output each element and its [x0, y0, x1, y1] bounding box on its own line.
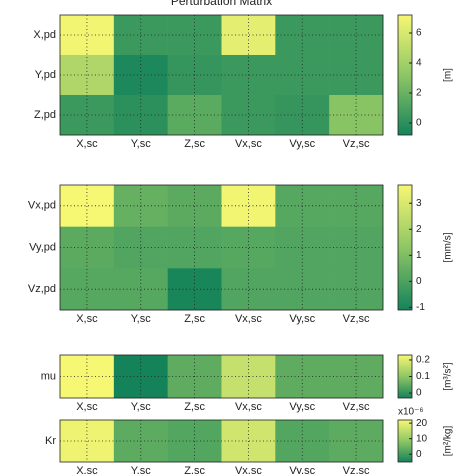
- x-tick-label: Vy,sc: [289, 465, 315, 474]
- y-tick-label: Vz,pd: [28, 283, 56, 295]
- heatmap-cell: [167, 15, 222, 56]
- x-tick-label: Y,sc: [131, 138, 151, 150]
- heatmap-cell: [329, 226, 384, 269]
- heatmap-cell: [60, 268, 115, 311]
- colorbar-tick-label: 2: [416, 224, 422, 235]
- colorbar-exponent: x10⁻⁶: [398, 407, 424, 418]
- x-tick-label: Vy,sc: [289, 313, 315, 325]
- y-tick-label: Vx,pd: [28, 200, 56, 212]
- plot-frame: [59, 354, 384, 399]
- heatmap-cell: [167, 226, 222, 269]
- x-tick-label: Vx,sc: [235, 138, 262, 150]
- y-tick-label: Y,pd: [35, 69, 56, 81]
- heatmap-cell: [329, 268, 384, 311]
- heatmap-cell: [329, 15, 384, 56]
- x-tick-label: Z,sc: [184, 465, 205, 474]
- x-tick-label: Vz,sc: [343, 138, 370, 150]
- y-tick-label: mu: [41, 370, 56, 382]
- x-tick-label: Vy,sc: [289, 138, 315, 150]
- heatmap-cell: [60, 95, 115, 136]
- colorbar-label: [m²/kg]: [443, 426, 454, 457]
- heatmap-cell: [60, 226, 115, 269]
- colorbar: [397, 14, 413, 136]
- heatmap-cell: [167, 185, 222, 227]
- x-tick-label: Vx,sc: [235, 465, 262, 474]
- x-tick-label: Z,sc: [184, 401, 205, 413]
- plot-frame: [59, 184, 384, 311]
- x-tick-label: Vz,sc: [343, 465, 370, 474]
- y-tick-label: Kr: [45, 435, 56, 447]
- colorbar-tick-label: 3: [416, 198, 422, 209]
- chart-title: Perturbation Matrix: [171, 0, 272, 8]
- x-tick-label: Vz,sc: [343, 401, 370, 413]
- colorbar-tick-label: 10: [416, 433, 428, 444]
- x-tick-label: Y,sc: [131, 401, 151, 413]
- heatmap-cell: [167, 95, 222, 136]
- colorbar-tick-label: 2: [416, 88, 422, 99]
- colorbar-tick-label: 6: [416, 28, 422, 39]
- colorbar: [397, 419, 413, 463]
- x-tick-label: Vx,sc: [235, 313, 262, 325]
- x-tick-label: Y,sc: [131, 313, 151, 325]
- x-tick-label: X,sc: [76, 465, 98, 474]
- x-tick-label: X,sc: [76, 138, 98, 150]
- colorbar-tick-label: -1: [416, 302, 425, 313]
- colorbar-tick-label: 20: [416, 418, 428, 429]
- x-tick-label: Y,sc: [131, 465, 151, 474]
- colorbar-tick-label: 0: [416, 388, 422, 399]
- colorbar-label: [m³/s²]: [443, 362, 454, 391]
- heatmap-cell: [60, 15, 115, 56]
- x-tick-label: Z,sc: [184, 313, 205, 325]
- x-tick-label: X,sc: [76, 313, 98, 325]
- x-tick-label: Z,sc: [184, 138, 205, 150]
- plot-frame: [59, 14, 384, 136]
- colorbar-tick-label: 0: [416, 449, 422, 460]
- heatmap-cell: [221, 95, 276, 136]
- colorbar-tick-label: 0.1: [416, 371, 430, 382]
- heatmap-cell: [60, 185, 115, 227]
- x-tick-label: Vx,sc: [235, 401, 262, 413]
- colorbar-label: [mm/s]: [443, 232, 454, 262]
- x-tick-label: Vz,sc: [343, 313, 370, 325]
- heatmap-cell: [329, 95, 384, 136]
- heatmap-cell: [167, 268, 222, 311]
- colorbar: [397, 184, 413, 311]
- colorbar-tick-label: 0: [416, 276, 422, 287]
- colorbar-label: [m]: [443, 68, 454, 82]
- x-tick-label: X,sc: [76, 401, 98, 413]
- y-tick-label: X,pd: [33, 29, 56, 41]
- y-tick-label: Vy,pd: [29, 241, 56, 253]
- colorbar-tick-label: 0: [416, 118, 422, 129]
- x-tick-label: Vy,sc: [289, 401, 315, 413]
- colorbar-tick-label: 4: [416, 58, 422, 69]
- colorbar-tick-label: 0.2: [416, 355, 430, 366]
- heatmap-cell: [329, 185, 384, 227]
- heatmap-cell: [221, 15, 276, 56]
- colorbar-tick-label: 1: [416, 250, 422, 261]
- y-tick-label: Z,pd: [34, 109, 56, 121]
- plot-frame: [59, 419, 384, 463]
